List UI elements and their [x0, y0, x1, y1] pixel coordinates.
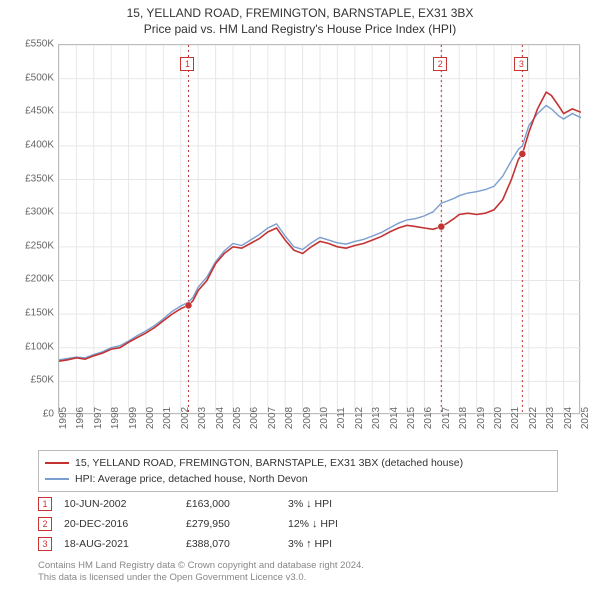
- footer-attribution: Contains HM Land Registry data © Crown c…: [38, 560, 578, 585]
- sale-date: 10-JUN-2002: [64, 498, 174, 510]
- legend-label: HPI: Average price, detached house, Nort…: [75, 473, 308, 485]
- sale-delta-pct: 3%: [288, 538, 303, 550]
- x-tick-label: 2023: [545, 407, 556, 429]
- x-tick-label: 2024: [563, 407, 574, 429]
- sale-delta-vs: HPI: [320, 518, 338, 530]
- legend-swatch-hpi: [45, 478, 69, 480]
- chart-title-line1: 15, YELLAND ROAD, FREMINGTON, BARNSTAPLE…: [0, 6, 600, 20]
- y-tick-label: £300K: [4, 207, 54, 218]
- sale-price: £279,950: [186, 518, 276, 530]
- x-tick-label: 1998: [110, 407, 121, 429]
- x-tick-label: 2014: [389, 407, 400, 429]
- x-tick-label: 2025: [580, 407, 591, 429]
- x-tick-label: 2016: [423, 407, 434, 429]
- x-tick-label: 2001: [162, 407, 173, 429]
- x-tick-label: 1996: [75, 407, 86, 429]
- chart-title-block: 15, YELLAND ROAD, FREMINGTON, BARNSTAPLE…: [0, 0, 600, 36]
- legend-row: 15, YELLAND ROAD, FREMINGTON, BARNSTAPLE…: [45, 455, 551, 471]
- sale-marker-icon: 3: [38, 537, 52, 551]
- chart-sale-marker-icon: 3: [514, 57, 528, 71]
- sale-date: 20-DEC-2016: [64, 518, 174, 530]
- chart-svg: [59, 45, 581, 415]
- arrow-up-icon: ↑: [306, 538, 312, 550]
- y-tick-label: £250K: [4, 240, 54, 251]
- sale-delta-pct: 3%: [288, 498, 303, 510]
- x-tick-label: 1997: [93, 407, 104, 429]
- legend-row: HPI: Average price, detached house, Nort…: [45, 471, 551, 487]
- legend-swatch-property: [45, 462, 69, 464]
- legend-box: 15, YELLAND ROAD, FREMINGTON, BARNSTAPLE…: [38, 450, 558, 492]
- sale-delta: 3% ↓ HPI: [288, 498, 408, 510]
- y-tick-label: £500K: [4, 72, 54, 83]
- x-tick-label: 2005: [232, 407, 243, 429]
- x-tick-label: 2019: [476, 407, 487, 429]
- x-tick-label: 2015: [406, 407, 417, 429]
- sale-price: £388,070: [186, 538, 276, 550]
- x-tick-label: 2018: [458, 407, 469, 429]
- sales-row: 2 20-DEC-2016 £279,950 12% ↓ HPI: [38, 514, 558, 534]
- x-tick-label: 2020: [493, 407, 504, 429]
- x-tick-label: 2007: [267, 407, 278, 429]
- sale-marker-icon: 1: [38, 497, 52, 511]
- sales-table: 1 10-JUN-2002 £163,000 3% ↓ HPI 2 20-DEC…: [38, 494, 558, 554]
- x-tick-label: 1999: [128, 407, 139, 429]
- sale-price: £163,000: [186, 498, 276, 510]
- y-tick-label: £350K: [4, 173, 54, 184]
- sale-delta-pct: 12%: [288, 518, 309, 530]
- arrow-down-icon: ↓: [306, 498, 312, 510]
- chart-sale-marker-icon: 2: [433, 57, 447, 71]
- x-tick-label: 2002: [180, 407, 191, 429]
- y-tick-label: £450K: [4, 106, 54, 117]
- chart-sale-marker-icon: 1: [180, 57, 194, 71]
- x-tick-label: 2010: [319, 407, 330, 429]
- sales-row: 1 10-JUN-2002 £163,000 3% ↓ HPI: [38, 494, 558, 514]
- x-tick-label: 2021: [510, 407, 521, 429]
- footer-line2: This data is licensed under the Open Gov…: [38, 572, 578, 584]
- x-tick-label: 1995: [58, 407, 69, 429]
- y-tick-label: £50K: [4, 375, 54, 386]
- x-tick-label: 2013: [371, 407, 382, 429]
- y-tick-label: £100K: [4, 341, 54, 352]
- x-tick-label: 2012: [354, 407, 365, 429]
- chart-plot-area: [58, 44, 580, 414]
- x-tick-label: 2009: [302, 407, 313, 429]
- y-tick-label: £150K: [4, 308, 54, 319]
- x-tick-label: 2004: [215, 407, 226, 429]
- y-tick-label: £550K: [4, 39, 54, 50]
- x-tick-label: 2003: [197, 407, 208, 429]
- x-tick-label: 2006: [249, 407, 260, 429]
- x-tick-label: 2022: [528, 407, 539, 429]
- x-tick-label: 2011: [336, 407, 347, 429]
- y-tick-label: £200K: [4, 274, 54, 285]
- x-tick-label: 2017: [441, 407, 452, 429]
- sales-row: 3 18-AUG-2021 £388,070 3% ↑ HPI: [38, 534, 558, 554]
- arrow-down-icon: ↓: [312, 518, 318, 530]
- footer-line1: Contains HM Land Registry data © Crown c…: [38, 560, 578, 572]
- sale-delta-vs: HPI: [315, 498, 333, 510]
- y-tick-label: £0: [4, 409, 54, 420]
- sale-delta: 12% ↓ HPI: [288, 518, 408, 530]
- sale-date: 18-AUG-2021: [64, 538, 174, 550]
- sale-delta-vs: HPI: [315, 538, 333, 550]
- x-tick-label: 2000: [145, 407, 156, 429]
- sale-delta: 3% ↑ HPI: [288, 538, 408, 550]
- x-tick-label: 2008: [284, 407, 295, 429]
- sale-marker-icon: 2: [38, 517, 52, 531]
- chart-title-line2: Price paid vs. HM Land Registry's House …: [0, 22, 600, 36]
- y-tick-label: £400K: [4, 139, 54, 150]
- legend-label: 15, YELLAND ROAD, FREMINGTON, BARNSTAPLE…: [75, 457, 463, 469]
